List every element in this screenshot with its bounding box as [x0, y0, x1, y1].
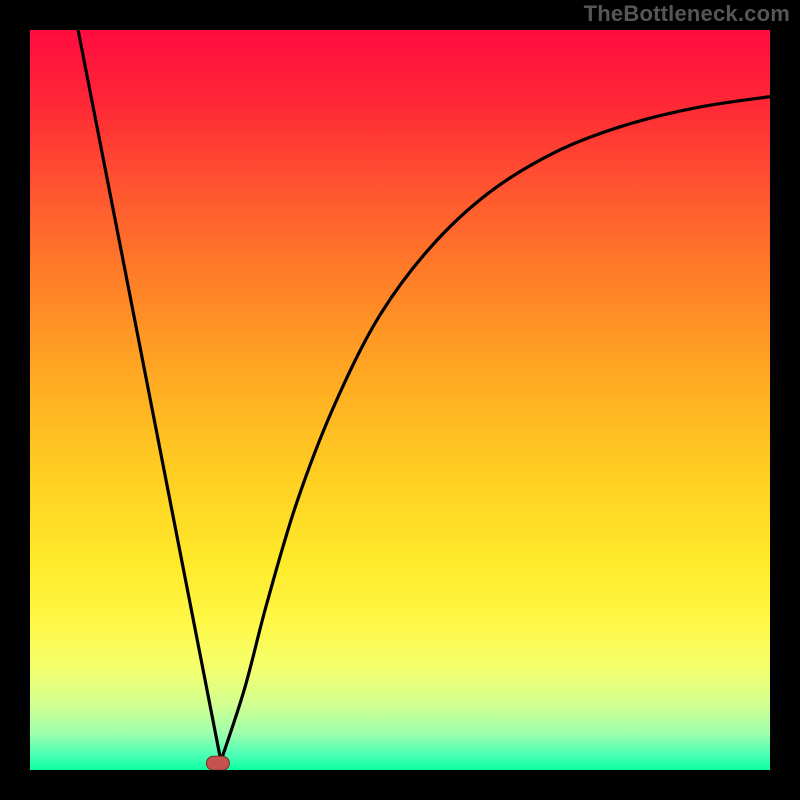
bottleneck-curve [30, 30, 770, 770]
chart-plot-area [30, 30, 770, 770]
watermark-text: TheBottleneck.com [584, 1, 790, 27]
minimum-marker [206, 756, 230, 770]
curve-right-segment [221, 97, 770, 762]
curve-left-segment [78, 30, 221, 761]
